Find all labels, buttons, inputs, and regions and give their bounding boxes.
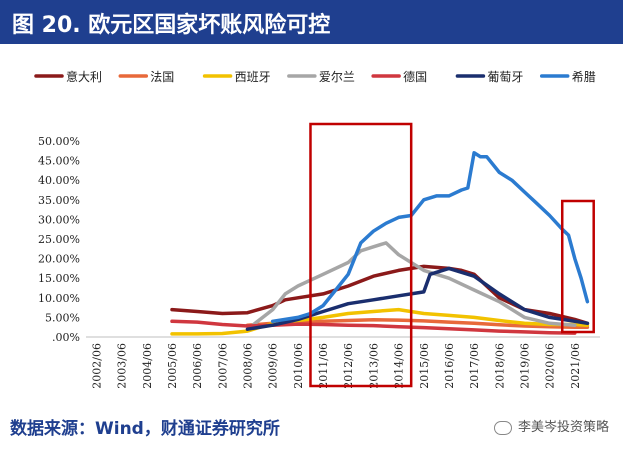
legend-label-3: 爱尔兰 [319, 69, 355, 84]
x-tick-label: 2005/06 [166, 343, 179, 389]
series-line-3 [245, 241, 577, 331]
legend-label-2: 西班牙 [235, 70, 271, 84]
x-tick-label: 2012/06 [342, 343, 355, 389]
brand-label: 李美岑投资策略 [493, 416, 609, 435]
line-chart: 意大利 法国 西班牙 爱尔兰 德国 葡萄牙 希腊 50.00% 45.00% 40.00% 35.0… [34, 69, 600, 389]
x-tick-label: 2020/06 [544, 343, 557, 389]
x-tick-label: 2007/06 [216, 343, 229, 389]
x-tick-label: 2006/06 [191, 343, 204, 389]
x-tick-label: 2004/06 [141, 343, 154, 389]
x-tick-label: 2018/06 [493, 343, 506, 389]
y-tick-label: 35.00% [38, 194, 80, 207]
y-tick-label: 5.00% [45, 311, 80, 324]
x-tick-label: 2019/06 [518, 343, 531, 389]
legend-label-5: 葡萄牙 [487, 70, 523, 84]
x-tick-label: 2016/06 [443, 343, 456, 389]
legend-label-6: 希腊 [572, 69, 596, 84]
series-line-2 [170, 307, 590, 336]
x-tick-label: 2008/06 [242, 343, 255, 389]
series-line-1 [245, 318, 590, 329]
legend-label-1: 法国 [150, 70, 174, 84]
x-tick-label: 2003/06 [116, 343, 129, 389]
highlight-box-0 [309, 122, 413, 388]
series-line-6 [270, 151, 590, 324]
x-tick-label: 2013/06 [367, 343, 380, 389]
y-tick-label: 25.00% [38, 233, 80, 246]
x-tick-label: 2021/06 [569, 343, 582, 389]
y-tick-label: 50.00% [38, 135, 80, 148]
y-tick-label: 40.00% [38, 174, 80, 187]
series-line-4 [170, 319, 577, 335]
series-line-0 [170, 264, 590, 326]
brand-text: 李美岑投资策略 [517, 420, 609, 435]
x-tick-label: 2010/06 [292, 343, 305, 389]
legend-label-0: 意大利 [66, 69, 102, 84]
legend-label-4: 德国 [403, 69, 427, 84]
x-tick-label: 2009/06 [267, 343, 280, 389]
y-tick-label: 15.00% [38, 272, 80, 285]
footer: 数据来源：Wind，财通证券研究所 李美岑投资策略 [0, 404, 623, 452]
page-title: 图 20. 欧元区国家坏账风险可控 [12, 13, 331, 38]
data-source: 数据来源：Wind，财通证券研究所 [10, 419, 280, 439]
wechat-icon [493, 420, 512, 435]
highlight-box-1 [560, 199, 595, 334]
y-tick-label: 45.00% [38, 155, 80, 168]
y-tick-label: 20.00% [38, 253, 80, 266]
x-tick-label: 2002/06 [90, 343, 103, 389]
y-tick-label: 30.00% [38, 213, 80, 226]
y-tick-label: .00% [52, 331, 80, 344]
x-tick-label: 2011/06 [317, 343, 330, 389]
title-bar: 图 20. 欧元区国家坏账风险可控 [0, 0, 623, 44]
x-tick-label: 2017/06 [468, 343, 481, 389]
x-tick-label: 2015/06 [418, 343, 431, 389]
y-tick-label: 10.00% [38, 292, 80, 305]
x-tick-label: 2014/06 [393, 343, 406, 389]
